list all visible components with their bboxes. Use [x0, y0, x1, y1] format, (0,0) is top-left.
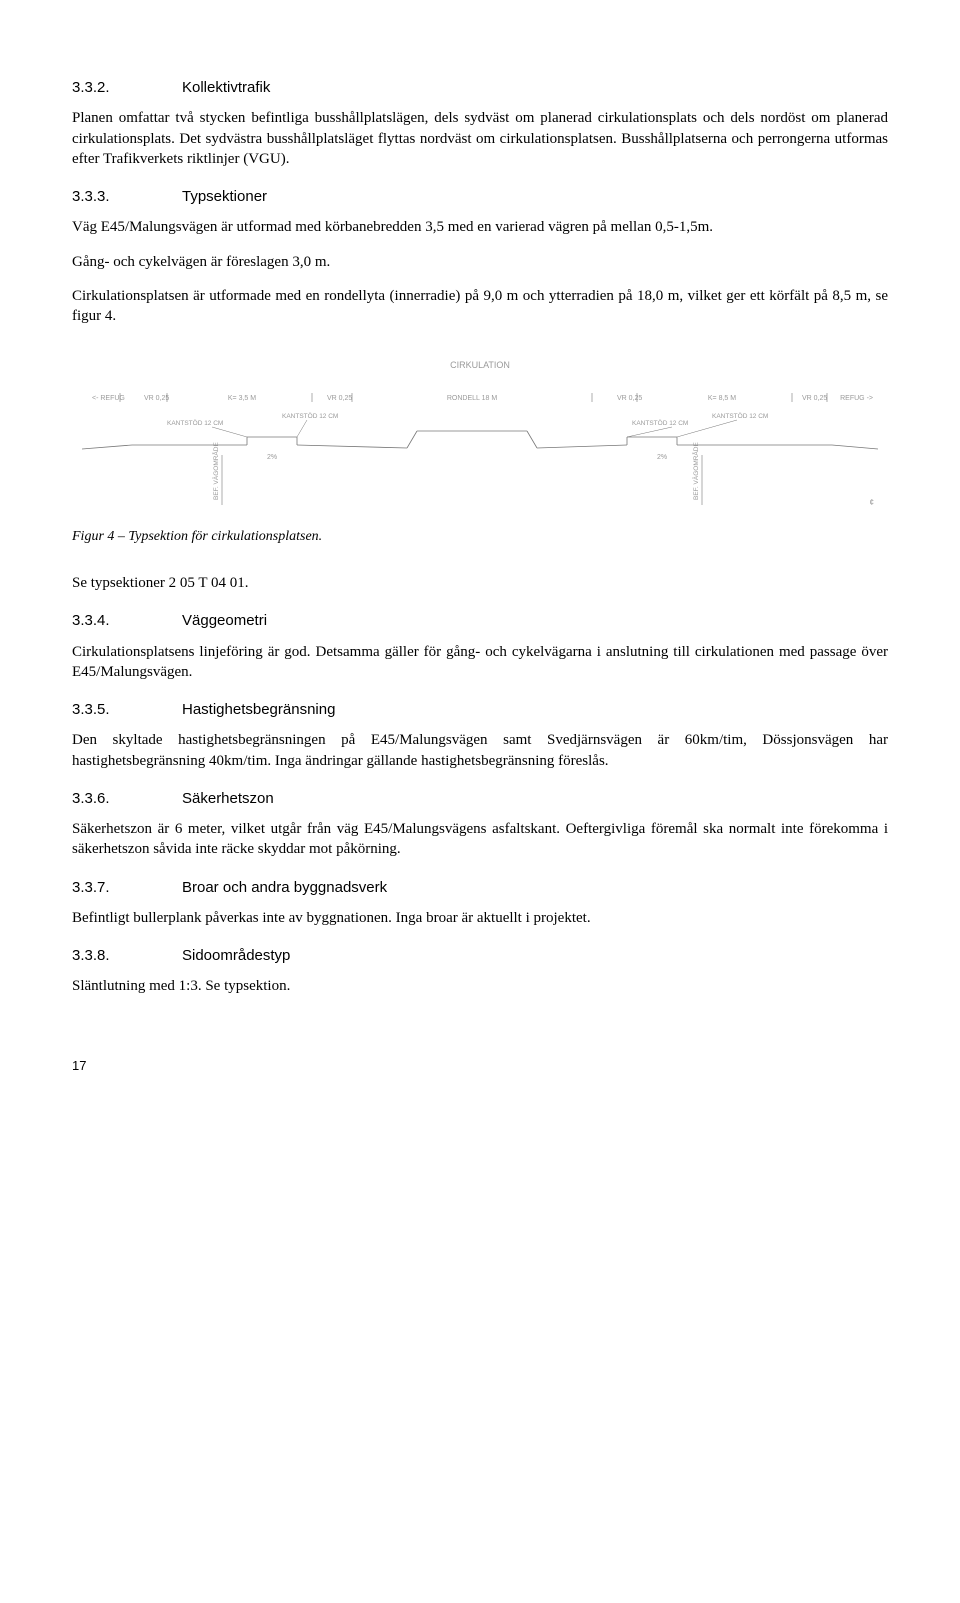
svg-text:KANTSTÖD 12 CM: KANTSTÖD 12 CM: [282, 412, 338, 420]
heading-number: 3.3.8.: [72, 946, 182, 966]
heading-3-3-8: 3.3.8. Sidoområdestyp: [72, 946, 888, 966]
paragraph: Cirkulationsplatsen är utformade med en …: [72, 286, 888, 327]
heading-3-3-4: 3.3.4. Väggeometri: [72, 611, 888, 631]
heading-title: Väggeometri: [182, 611, 267, 631]
svg-text:VR 0,25: VR 0,25: [802, 395, 827, 402]
typsektion-svg: CIRKULATION<- REFUGVR 0,25K= 3,5 MVR 0,2…: [72, 350, 888, 520]
svg-text:REFUG ->: REFUG ->: [840, 395, 873, 402]
svg-text:K= 3,5 M: K= 3,5 M: [228, 395, 256, 402]
heading-number: 3.3.6.: [72, 789, 182, 809]
heading-number: 3.3.4.: [72, 611, 182, 631]
paragraph: Säkerhetszon är 6 meter, vilket utgår fr…: [72, 819, 888, 860]
figure-caption: Figur 4 – Typsektion för cirkulationspla…: [72, 528, 888, 547]
svg-text:KANTSTÖD 12 CM: KANTSTÖD 12 CM: [632, 419, 688, 427]
heading-3-3-2: 3.3.2. Kollektivtrafik: [72, 78, 888, 98]
paragraph: Väg E45/Malungsvägen är utformad med kör…: [72, 217, 888, 237]
heading-3-3-6: 3.3.6. Säkerhetszon: [72, 789, 888, 809]
svg-text:VR 0,25: VR 0,25: [327, 395, 352, 402]
svg-text:VR 0,25: VR 0,25: [617, 395, 642, 402]
paragraph: Cirkulationsplatsens linjeföring är god.…: [72, 642, 888, 683]
svg-text:K= 8,5 M: K= 8,5 M: [708, 395, 736, 402]
paragraph: Se typsektioner 2 05 T 04 01.: [72, 573, 888, 593]
heading-number: 3.3.7.: [72, 878, 182, 898]
figure-typsektion: CIRKULATION<- REFUGVR 0,25K= 3,5 MVR 0,2…: [72, 350, 888, 520]
svg-text:BEF. VÄGOMRÅDE: BEF. VÄGOMRÅDE: [691, 442, 700, 500]
svg-text:KANTSTÖD 12 CM: KANTSTÖD 12 CM: [712, 412, 768, 420]
svg-text:CIRKULATION: CIRKULATION: [450, 360, 510, 370]
svg-text:KANTSTÖD 12 CM: KANTSTÖD 12 CM: [167, 419, 223, 427]
page-number: 17: [72, 1057, 888, 1075]
heading-title: Typsektioner: [182, 187, 267, 207]
svg-text:2%: 2%: [267, 454, 277, 461]
heading-title: Sidoområdestyp: [182, 946, 290, 966]
heading-3-3-5: 3.3.5. Hastighetsbegränsning: [72, 700, 888, 720]
heading-title: Broar och andra byggnadsverk: [182, 878, 387, 898]
heading-number: 3.3.2.: [72, 78, 182, 98]
heading-title: Säkerhetszon: [182, 789, 274, 809]
paragraph: Befintligt bullerplank påverkas inte av …: [72, 908, 888, 928]
paragraph: Planen omfattar två stycken befintliga b…: [72, 108, 888, 169]
svg-text:2%: 2%: [657, 454, 667, 461]
heading-3-3-3: 3.3.3. Typsektioner: [72, 187, 888, 207]
paragraph: Släntlutning med 1:3. Se typsektion.: [72, 976, 888, 996]
heading-title: Kollektivtrafik: [182, 78, 270, 98]
heading-number: 3.3.3.: [72, 187, 182, 207]
paragraph: Gång- och cykelvägen är föreslagen 3,0 m…: [72, 252, 888, 272]
heading-title: Hastighetsbegränsning: [182, 700, 335, 720]
svg-text:RONDELL 18 M: RONDELL 18 M: [447, 395, 497, 402]
heading-number: 3.3.5.: [72, 700, 182, 720]
paragraph: Den skyltade hastighetsbegränsningen på …: [72, 730, 888, 771]
heading-3-3-7: 3.3.7. Broar och andra byggnadsverk: [72, 878, 888, 898]
svg-text:¢: ¢: [870, 498, 874, 507]
svg-text:VR 0,25: VR 0,25: [144, 395, 169, 402]
svg-text:BEF. VÄGOMRÅDE: BEF. VÄGOMRÅDE: [211, 442, 220, 500]
